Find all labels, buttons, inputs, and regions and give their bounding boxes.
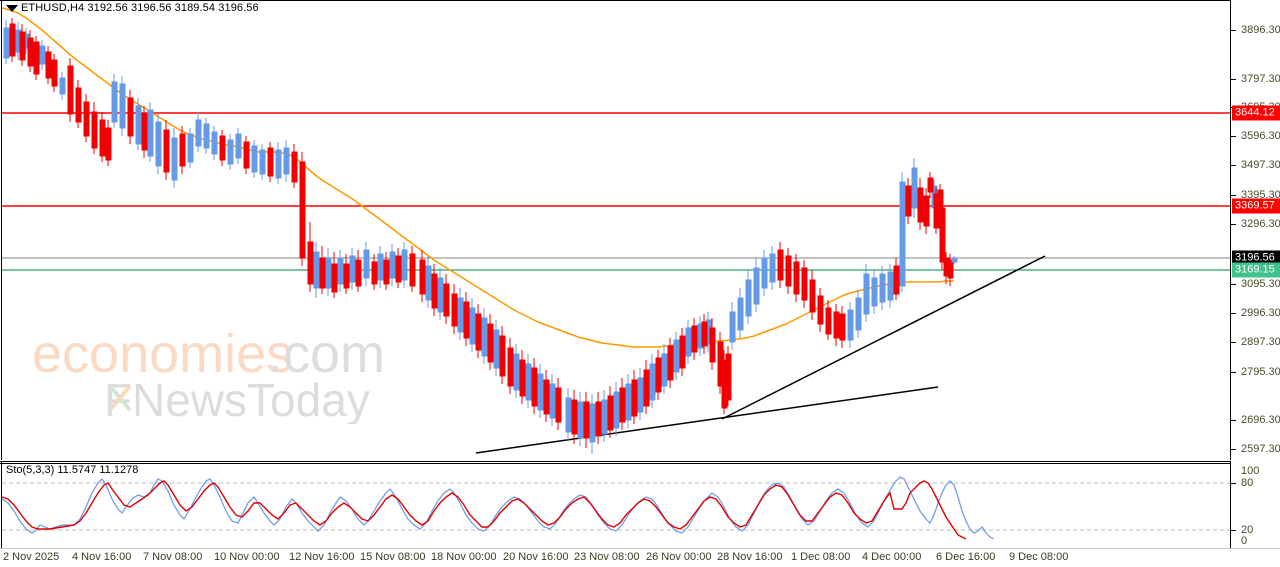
moving-average-line	[2, 7, 954, 348]
price-tick	[1231, 30, 1236, 31]
price-tick	[1231, 136, 1236, 137]
price-axis-label: 2795.30	[1241, 366, 1280, 378]
price-tick	[1231, 284, 1236, 285]
price-axis-label: 3395.30	[1241, 189, 1280, 201]
stochastic-indicator-pane[interactable]: Sto(5,3,3) 11.5747 11.1278	[0, 461, 1280, 549]
price-axis-label: 3497.30	[1241, 159, 1280, 171]
shallow-ascending-trendline	[475, 386, 939, 454]
time-axis-label: 7 Nov 08:00	[143, 551, 203, 563]
price-svg	[2, 7, 1230, 454]
price-tag-resistance-lower[interactable]: 3369.57	[1232, 198, 1280, 214]
stochastic-d-line	[2, 480, 967, 540]
price-tag-support[interactable]: 3169.15	[1232, 262, 1280, 278]
price-axis-label: 2996.30	[1241, 307, 1280, 319]
time-axis-separator	[0, 548, 1280, 549]
stochastic-tick	[1231, 483, 1236, 484]
price-chart-pane[interactable]: economies .com F NewsToday ETHUSD,H4 319…	[0, 0, 1280, 460]
time-axis-label: 18 Nov 00:00	[431, 551, 497, 563]
stochastic-axis-label: 80	[1241, 477, 1254, 489]
stochastic-axis-label: 100	[1241, 465, 1260, 477]
time-axis-label: 2 Nov 2025	[3, 551, 60, 563]
price-tick	[1231, 224, 1236, 225]
time-axis-label: 28 Nov 16:00	[717, 551, 783, 563]
stochastic-axis-label: 0	[1241, 535, 1248, 547]
price-tick	[1231, 195, 1236, 196]
ind-pane-left-border	[1, 461, 2, 549]
price-tag-current-price[interactable]: 3196.56	[1232, 250, 1280, 266]
price-axis-label: 3797.30	[1241, 73, 1280, 85]
price-tick	[1231, 79, 1236, 80]
time-axis-label: 15 Nov 08:00	[360, 551, 426, 563]
time-axis-label: 20 Nov 16:00	[503, 551, 569, 563]
stochastic-axis[interactable]: 100 80 20 0	[1231, 461, 1280, 549]
price-axis-label: 3296.30	[1241, 218, 1280, 230]
ind-pane-top-border-2	[0, 463, 1231, 464]
time-axis-label: 1 Dec 08:00	[791, 551, 851, 563]
price-axis[interactable]: 3896.30 3797.30 3695.30 3596.30 3497.30 …	[1231, 0, 1280, 460]
price-tick	[1231, 313, 1236, 314]
price-tick	[1231, 372, 1236, 373]
chart-header-label: ETHUSD,H4 3192.56 3196.56 3189.54 3196.5…	[21, 2, 259, 14]
steep-ascending-trendline	[721, 255, 1046, 420]
price-tick	[1231, 420, 1236, 421]
stochastic-tick	[1231, 530, 1236, 531]
time-axis[interactable]: 2 Nov 2025 4 Nov 16:00 7 Nov 08:00 10 No…	[0, 550, 1280, 567]
price-plot-area[interactable]: economies .com F NewsToday	[2, 2, 1230, 458]
price-tag-resistance-upper[interactable]: 3644.12	[1232, 105, 1280, 121]
price-axis-label: 2597.30	[1241, 443, 1280, 455]
stochastic-header-label: Sto(5,3,3) 11.5747 11.1278	[6, 464, 139, 476]
stochastic-svg	[2, 476, 1230, 540]
time-axis-label: 4 Nov 16:00	[72, 551, 132, 563]
price-axis-label: 3095.30	[1241, 278, 1280, 290]
price-tick	[1231, 165, 1236, 166]
price-pane-top-border	[0, 0, 1231, 1]
price-tick	[1231, 449, 1236, 450]
time-axis-label: 26 Nov 00:00	[646, 551, 712, 563]
price-axis-label: 3596.30	[1241, 130, 1280, 142]
ind-pane-right-border	[1230, 461, 1231, 549]
time-axis-label: 9 Dec 08:00	[1009, 551, 1069, 563]
time-axis-label: 12 Nov 16:00	[289, 551, 355, 563]
price-tick	[1231, 342, 1236, 343]
ind-pane-top-border	[0, 461, 1231, 462]
stochastic-axis-label: 20	[1241, 524, 1254, 536]
candlestick-series	[3, 18, 958, 454]
price-pane-left-border	[1, 0, 2, 460]
price-axis-label: 3896.30	[1241, 24, 1280, 36]
time-axis-label: 6 Dec 16:00	[936, 551, 996, 563]
time-axis-label: 10 Nov 00:00	[214, 551, 280, 563]
price-pane-right-border	[1230, 0, 1231, 460]
price-axis-label: 2897.30	[1241, 336, 1280, 348]
time-axis-label: 23 Nov 08:00	[574, 551, 640, 563]
price-axis-label: 2696.30	[1241, 414, 1280, 426]
time-axis-label: 4 Dec 00:00	[862, 551, 922, 563]
stochastic-plot-area[interactable]	[2, 463, 1230, 547]
symbol-dropdown-arrow-icon[interactable]	[6, 5, 18, 12]
